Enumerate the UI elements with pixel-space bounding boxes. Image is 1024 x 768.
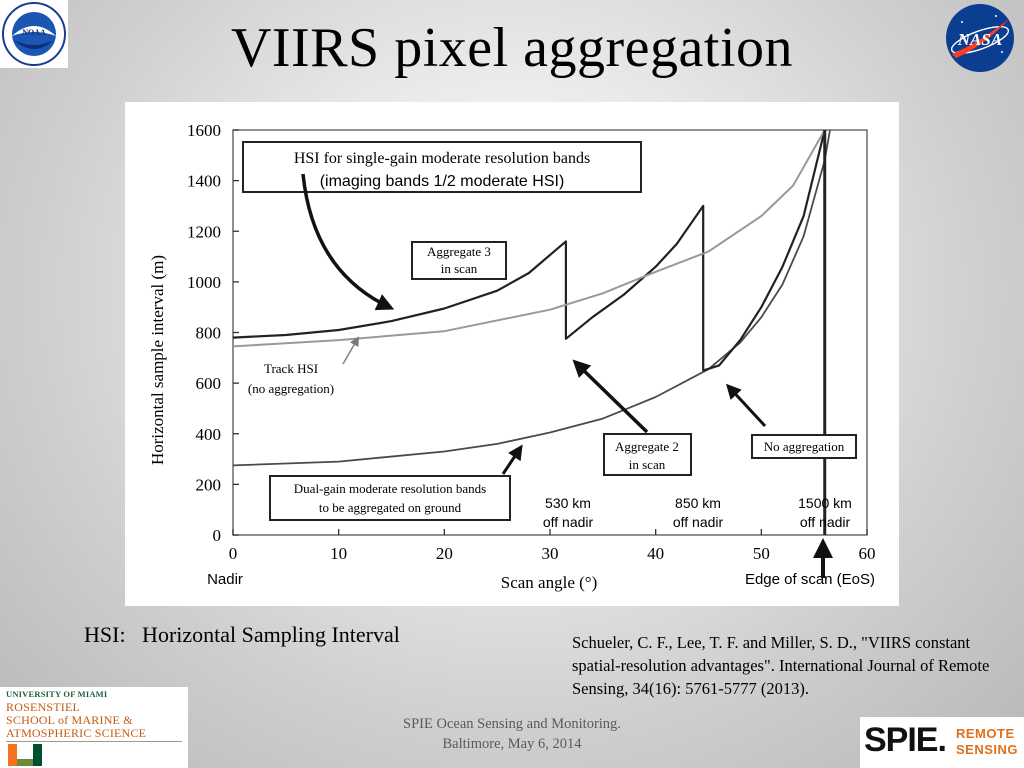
umiami-u-icon — [8, 744, 42, 766]
nasa-logo: NASA — [944, 2, 1016, 74]
hsi-chart: 0 200 400 600 800 1000 1200 1400 1600 0 10 20 30 40 50… — [148, 121, 876, 592]
series-lines — [232, 129, 831, 535]
nasa-meatball-icon: NASA — [946, 4, 1014, 72]
km530-line2: off nadir — [543, 514, 594, 530]
y-tick-label: 1200 — [187, 222, 221, 241]
y-tick-label: 0 — [213, 526, 222, 545]
series-line-track-hsi — [232, 129, 826, 348]
arrow-single-gain — [301, 173, 395, 311]
x-tick-label: 50 — [753, 544, 770, 563]
km1500-line2: off nadir — [800, 514, 851, 530]
y-tick-label: 800 — [196, 324, 222, 343]
noaa-emblem-icon: NOAA — [2, 2, 66, 66]
x-tick-label: 20 — [436, 544, 453, 563]
slide-title: VIIRS pixel aggregation — [230, 17, 794, 79]
single-gain-label-box — [242, 141, 642, 193]
spie-remote-sensing-logo: SPIE. REMOTE SENSING — [860, 717, 1024, 768]
single-gain-label-line1: HSI for single-gain moderate resolution … — [294, 150, 590, 167]
arrow-dual-gain — [501, 444, 523, 475]
spie-word: SPIE. — [864, 721, 947, 759]
y-axis-label: Horizontal sample interval (m) — [148, 255, 167, 465]
y-tick-label: 1000 — [187, 273, 221, 292]
aggregate3-box — [411, 241, 507, 280]
dual-gain-box — [269, 475, 511, 521]
x-tick-label: 10 — [330, 544, 347, 563]
aggregate2-box — [603, 433, 692, 476]
umiami-divider — [6, 741, 182, 742]
x-tick-label: 30 — [542, 544, 559, 563]
km850-line2: off nadir — [673, 514, 724, 530]
no-aggregation-box — [751, 434, 857, 459]
aggregate3-line1: Aggregate 3 — [427, 244, 491, 259]
umiami-line3: ATMOSPHERIC SCIENCE — [6, 726, 147, 740]
arrow-track-hsi — [342, 336, 359, 365]
dual-gain-line1: Dual-gain moderate resolution bands — [294, 481, 486, 496]
footer: SPIE Ocean Sensing and Monitoring. Balti… — [330, 714, 694, 754]
x-axis-label: Scan angle (°) — [501, 573, 597, 592]
svg-text:NOAA: NOAA — [22, 28, 46, 37]
x-tick-eos-label: Edge of scan (EoS) — [745, 571, 875, 588]
umiami-line2: SCHOOL of MARINE & — [6, 713, 133, 727]
arrow-aggregate2 — [572, 359, 649, 434]
y-tick-label: 1600 — [187, 121, 221, 140]
umiami-rsmas-logo: UNIVERSITY OF MIAMI ROSENSTIEL SCHOOL of… — [0, 687, 188, 768]
x-tick-label: 60 — [859, 544, 876, 563]
x-tick-nadir-label: Nadir — [207, 571, 243, 588]
series-line-single-gain — [232, 129, 826, 372]
arrow-no-aggregation — [725, 383, 767, 428]
aggregate2-line2: in scan — [629, 457, 666, 472]
noaa-logo: NOAA — [0, 0, 68, 68]
citation: Schueler, C. F., Lee, T. F. and Miller, … — [572, 633, 990, 698]
umiami-line1: ROSENSTIEL — [6, 700, 80, 714]
x-tick-label: 0 — [229, 544, 238, 563]
km850-line1: 850 km — [675, 495, 721, 511]
aggregate3-line2: in scan — [441, 261, 478, 276]
no-aggregation-label: No aggregation — [764, 439, 845, 454]
km1500-line1: 1500 km — [798, 495, 852, 511]
spie-sensing: SENSING — [956, 742, 1019, 757]
y-tick-label: 200 — [196, 475, 222, 494]
aggregate2-line1: Aggregate 2 — [615, 439, 679, 454]
series-line-dual-gain — [232, 129, 831, 467]
dual-gain-line2: to be aggregated on ground — [319, 500, 462, 515]
footer-line2: Baltimore, May 6, 2014 — [442, 736, 582, 752]
km530-line1: 530 km — [545, 495, 591, 511]
track-hsi-line1: Track HSI — [264, 361, 318, 376]
single-gain-label-line2: (imaging bands 1/2 moderate HSI) — [320, 173, 565, 190]
umiami-top-text: UNIVERSITY OF MIAMI — [6, 689, 108, 699]
y-tick-label: 600 — [196, 374, 222, 393]
hsi-definition: HSI: Horizontal Sampling Interval — [84, 622, 400, 647]
y-tick-label: 400 — [196, 425, 222, 444]
svg-text:NASA: NASA — [957, 30, 1002, 49]
x-tick-label: 40 — [647, 544, 664, 563]
chart-panel: 0 200 400 600 800 1000 1200 1400 1600 0 10 20 30 40 50… — [125, 102, 899, 606]
footer-line1: SPIE Ocean Sensing and Monitoring. — [403, 716, 621, 732]
track-hsi-line2: (no aggregation) — [248, 381, 334, 396]
y-tick-label: 1400 — [187, 172, 221, 191]
spie-remote: REMOTE — [956, 726, 1015, 741]
axes: 0 200 400 600 800 1000 1200 1400 1600 0 10 20 30 40 50… — [187, 121, 876, 563]
